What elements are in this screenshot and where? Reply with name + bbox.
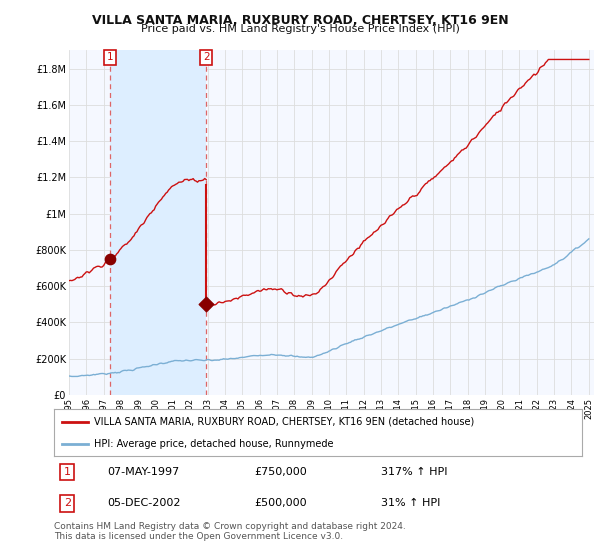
- Text: £500,000: £500,000: [254, 498, 307, 508]
- Text: Contains HM Land Registry data © Crown copyright and database right 2024.
This d: Contains HM Land Registry data © Crown c…: [54, 522, 406, 542]
- Text: 05-DEC-2002: 05-DEC-2002: [107, 498, 181, 508]
- Text: £750,000: £750,000: [254, 467, 307, 477]
- Text: HPI: Average price, detached house, Runnymede: HPI: Average price, detached house, Runn…: [94, 438, 333, 449]
- Text: 317% ↑ HPI: 317% ↑ HPI: [382, 467, 448, 477]
- Point: [202, 300, 211, 309]
- Text: 2: 2: [203, 52, 209, 62]
- Text: VILLA SANTA MARIA, RUXBURY ROAD, CHERTSEY, KT16 9EN: VILLA SANTA MARIA, RUXBURY ROAD, CHERTSE…: [92, 14, 508, 27]
- Text: 31% ↑ HPI: 31% ↑ HPI: [382, 498, 441, 508]
- Text: VILLA SANTA MARIA, RUXBURY ROAD, CHERTSEY, KT16 9EN (detached house): VILLA SANTA MARIA, RUXBURY ROAD, CHERTSE…: [94, 417, 474, 427]
- Text: 07-MAY-1997: 07-MAY-1997: [107, 467, 179, 477]
- Text: 2: 2: [64, 498, 71, 508]
- Text: 1: 1: [64, 467, 71, 477]
- Text: Price paid vs. HM Land Registry's House Price Index (HPI): Price paid vs. HM Land Registry's House …: [140, 24, 460, 34]
- Bar: [110, 50, 206, 395]
- Text: 1: 1: [106, 52, 113, 62]
- Point: [105, 254, 115, 263]
